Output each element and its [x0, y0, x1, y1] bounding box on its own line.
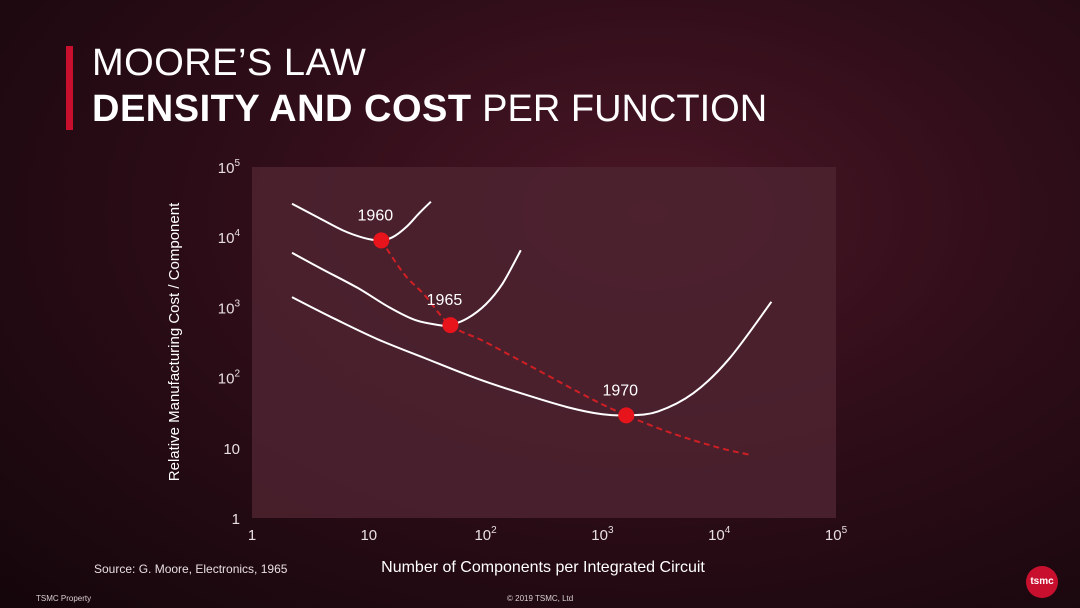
slide-title-line2: DENSITY AND COST PER FUNCTION — [92, 88, 767, 131]
source-note: Source: G. Moore, Electronics, 1965 — [94, 562, 288, 576]
x-axis-label: Number of Components per Integrated Circ… — [381, 559, 705, 576]
slide-title-line1: MOORE’S LAW — [92, 42, 367, 84]
x-tick-label: 103 — [591, 525, 614, 544]
y-axis-label: Relative Manufacturing Cost / Component — [166, 202, 183, 481]
y-tick-label: 102 — [218, 369, 241, 388]
cost-curve-1965 — [291, 249, 522, 327]
x-tick-label: 102 — [474, 525, 497, 544]
title-bold-part: DENSITY AND COST — [92, 88, 472, 130]
y-tick-label: 104 — [218, 228, 241, 247]
minimum-point-1970 — [618, 407, 635, 424]
cost-curve-1970 — [291, 296, 773, 417]
plot-area — [252, 167, 836, 518]
year-label-1970: 1970 — [602, 382, 638, 399]
title-accent-bar — [66, 46, 73, 130]
footer-property: TSMC Property — [36, 594, 92, 603]
minimum-point-1965 — [442, 317, 459, 334]
title-rest-part: PER FUNCTION — [471, 88, 768, 130]
x-tick-label: 105 — [825, 525, 848, 544]
minimum-point-1960 — [373, 232, 390, 249]
y-tick-label: 1 — [232, 511, 240, 528]
minimum-cost-trend-line — [380, 239, 750, 456]
x-tick-label: 1 — [248, 527, 256, 544]
y-tick-label: 10 — [223, 441, 240, 458]
x-tick-label: 104 — [708, 525, 731, 544]
y-tick-label: 105 — [218, 158, 241, 177]
x-tick-label: 10 — [360, 527, 377, 544]
tsmc-logo: tsmc — [1026, 566, 1058, 598]
year-label-1965: 1965 — [427, 292, 463, 309]
y-tick-label: 103 — [218, 298, 241, 317]
footer-copyright: © 2019 TSMC, Ltd — [507, 594, 574, 603]
year-label-1960: 1960 — [358, 207, 394, 224]
